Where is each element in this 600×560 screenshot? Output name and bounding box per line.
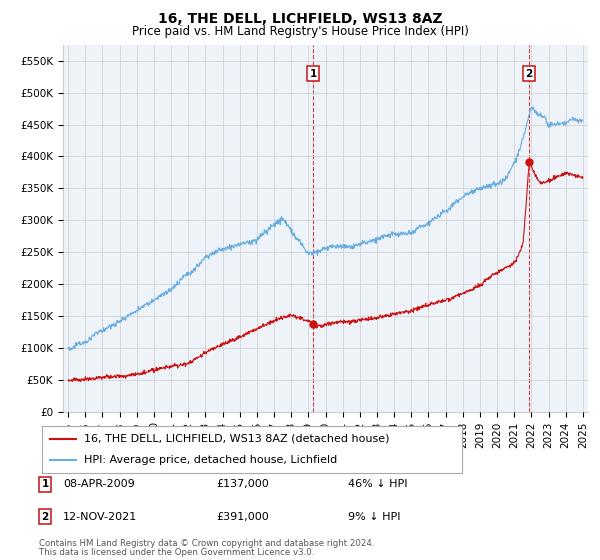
Text: 2: 2 <box>526 68 533 78</box>
Text: 1: 1 <box>310 68 317 78</box>
Text: 12-NOV-2021: 12-NOV-2021 <box>63 512 137 522</box>
Text: 9% ↓ HPI: 9% ↓ HPI <box>348 512 401 522</box>
Text: £137,000: £137,000 <box>216 479 269 489</box>
Text: £391,000: £391,000 <box>216 512 269 522</box>
Text: 2: 2 <box>41 512 49 522</box>
Text: Contains HM Land Registry data © Crown copyright and database right 2024.: Contains HM Land Registry data © Crown c… <box>39 539 374 548</box>
Text: 16, THE DELL, LICHFIELD, WS13 8AZ (detached house): 16, THE DELL, LICHFIELD, WS13 8AZ (detac… <box>84 434 389 444</box>
Text: 46% ↓ HPI: 46% ↓ HPI <box>348 479 407 489</box>
Text: 1: 1 <box>41 479 49 489</box>
Text: 08-APR-2009: 08-APR-2009 <box>63 479 135 489</box>
Text: This data is licensed under the Open Government Licence v3.0.: This data is licensed under the Open Gov… <box>39 548 314 557</box>
Text: 16, THE DELL, LICHFIELD, WS13 8AZ: 16, THE DELL, LICHFIELD, WS13 8AZ <box>158 12 442 26</box>
Text: Price paid vs. HM Land Registry's House Price Index (HPI): Price paid vs. HM Land Registry's House … <box>131 25 469 38</box>
Text: HPI: Average price, detached house, Lichfield: HPI: Average price, detached house, Lich… <box>84 455 337 465</box>
